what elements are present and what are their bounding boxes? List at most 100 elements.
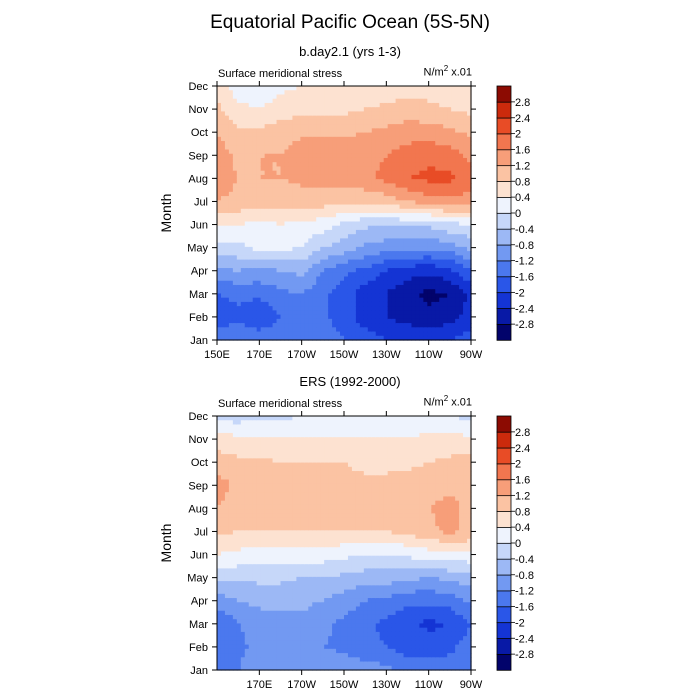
panel1-heat-cell <box>419 204 424 210</box>
panel1-heat-cell <box>383 259 389 265</box>
panel1-heat-cell <box>220 191 226 197</box>
panel1-heat-cell <box>276 276 282 282</box>
panel2-heat-cell <box>220 636 226 641</box>
panel1-heat-cell <box>236 263 242 269</box>
panel1-heat-cell <box>324 107 329 112</box>
panel1-heat-cell <box>244 102 250 108</box>
panel2-heat-cell <box>260 513 266 519</box>
panel1-heat-cell <box>240 208 246 214</box>
panel1-heat-cell <box>228 238 234 244</box>
panel1-heat-cell <box>268 242 274 248</box>
panel2-heat-cell <box>260 475 266 481</box>
panel1-heat-cell <box>320 162 325 168</box>
panel1-heat-cell <box>276 157 282 163</box>
panel1-heat-cell <box>391 293 397 299</box>
panel1-heat-cell <box>316 284 321 290</box>
panel1-heat-cell <box>379 149 385 155</box>
panel2-heat-cell <box>240 551 246 557</box>
panel2-heat-cell <box>244 479 250 485</box>
panel1-heat-cell <box>220 272 226 278</box>
panel1-heat-cell <box>344 263 349 269</box>
panel2-heat-cell <box>248 551 254 557</box>
panel1-heat-cell <box>340 170 345 176</box>
panel1-heat-cell <box>236 208 242 214</box>
panel2-heat-cell <box>256 449 262 455</box>
panel1-heat-cell <box>344 251 349 256</box>
panel1-heat-cell <box>236 284 242 290</box>
panel2-heat-cell <box>224 543 230 548</box>
panel1-heat-cell <box>264 102 270 108</box>
panel1-heat-cell <box>324 272 329 278</box>
panel2-heat-cell <box>248 644 254 650</box>
panel1-heat-cell <box>439 229 444 235</box>
panel1-heat-cell <box>463 174 468 180</box>
panel1-heat-cell <box>256 327 262 333</box>
panel1-heat-cell <box>375 255 381 261</box>
panel2-heat-cell <box>220 530 226 536</box>
panel1-heat-cell <box>217 128 222 134</box>
panel1-heat-cell <box>217 263 222 269</box>
panel1-heat-cell <box>256 153 262 159</box>
panel1-heat-cell <box>451 174 456 180</box>
panel1-heat-cell <box>355 86 361 91</box>
panel1-heat-cell <box>455 153 460 159</box>
panel1-heat-cell <box>411 268 417 273</box>
panel1-heat-cell <box>451 255 456 261</box>
panel1-heat-cell <box>228 229 234 235</box>
panel1-heat-cell <box>387 335 393 341</box>
panel2-heat-cell <box>220 483 226 489</box>
panel2-heat-cell <box>240 521 246 527</box>
panel1-heat-cell <box>240 119 246 125</box>
panel1-heat-cell <box>228 301 234 307</box>
panel1-heat-cell <box>423 225 428 231</box>
panel1-heat-cell <box>379 107 385 112</box>
panel2-heat-cell <box>284 428 290 434</box>
panel1-heat-cell <box>443 310 448 316</box>
panel1-heat-cell <box>439 242 444 248</box>
panel2-heat-cell <box>272 428 278 434</box>
panel1-heat-cell <box>240 306 246 311</box>
panel1-heat-cell <box>463 238 468 244</box>
panel1-heat-cell <box>240 246 246 252</box>
panel1-heat-cell <box>383 183 389 189</box>
panel1-heat-cell <box>403 86 409 91</box>
panel1-heat-cell <box>399 119 405 125</box>
panel1-heat-cell <box>256 323 262 328</box>
panel2-heat-cell <box>276 657 282 663</box>
panel1-heat-cell <box>256 301 262 307</box>
panel1-heat-cell <box>375 335 381 341</box>
panel1-heat-cell <box>248 90 254 96</box>
panel1-heat-cell <box>399 86 405 91</box>
panel1-heat-cell <box>232 107 238 112</box>
panel1-heat-cell <box>344 145 349 151</box>
panel1-heat-cell <box>455 149 460 155</box>
panel2-heat-cell <box>248 526 254 531</box>
panel1-heat-cell <box>395 242 401 248</box>
panel2-heat-cell <box>228 665 234 671</box>
panel1-heat-cell <box>359 204 365 210</box>
panel1-heat-cell <box>316 251 321 256</box>
panel1-heat-cell <box>435 238 440 244</box>
panel1-heat-cell <box>280 276 286 282</box>
panel1-heat-cell <box>316 107 321 112</box>
panel2-heat-cell <box>217 598 222 603</box>
panel2-heat-cell <box>264 530 270 536</box>
panel2-heat-cell <box>276 644 282 650</box>
panel1-heat-cell <box>431 306 436 311</box>
panel1-heat-cell <box>248 162 254 168</box>
panel1-heat-cell <box>379 289 385 295</box>
panel2-heat-cell <box>217 420 222 426</box>
panel1-heat-cell <box>240 314 246 320</box>
panel1-heat-cell <box>395 157 401 163</box>
panel1-heat-cell <box>435 115 440 121</box>
panel2-heat-cell <box>264 521 270 527</box>
panel1-heat-cell <box>344 314 349 320</box>
panel2-heat-cell <box>276 471 282 476</box>
panel1-heat-cell <box>232 157 238 163</box>
panel1-heat-cell <box>407 251 413 256</box>
panel1-heat-cell <box>260 331 266 337</box>
panel2-heat-cell <box>260 610 266 616</box>
panel1-heat-cell <box>272 323 278 328</box>
panel1-heat-cell <box>284 306 290 311</box>
panel1-heat-cell <box>260 263 266 269</box>
